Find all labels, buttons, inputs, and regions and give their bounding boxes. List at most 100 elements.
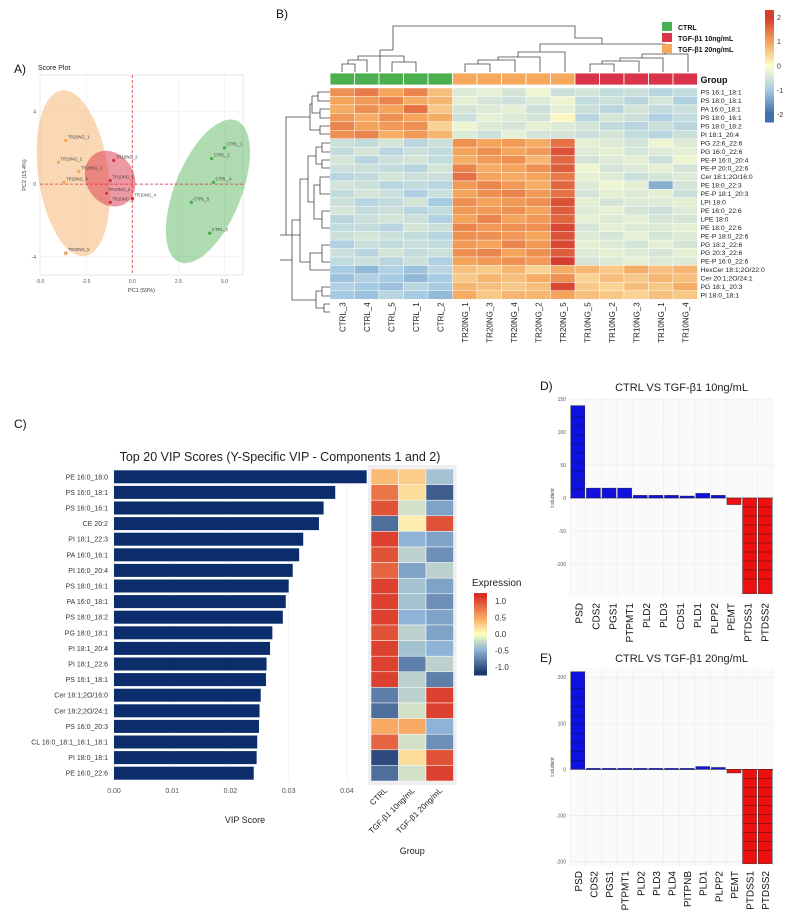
heatmap-cell (427, 265, 453, 275)
heatmap-cell (599, 197, 625, 207)
heatmap-cell (648, 189, 674, 199)
heatmap-cell (378, 222, 404, 232)
heatmap-cell (501, 206, 527, 215)
heatmap-cell (501, 146, 527, 156)
heatmap-colorbar-segment (765, 94, 774, 97)
vip-heat-cell (398, 593, 427, 610)
score-plot-point (222, 145, 227, 150)
vip-heat-cell (398, 609, 427, 626)
heatmap-colorbar-segment (765, 76, 774, 79)
heatmap-column-label: CTRL_3 (338, 302, 347, 332)
score-plot-xtick: 0.0 (129, 279, 136, 285)
vip-heat-colorbar-segment (474, 640, 487, 643)
vip-heat-cell (398, 531, 427, 548)
heatmap-cell (550, 282, 576, 292)
heatmap-row-dendrogram (315, 290, 324, 309)
heatmap-cell (403, 96, 429, 106)
heatmap-column-dendrogram (641, 53, 689, 72)
heatmap-cell (648, 197, 674, 207)
tstat-category-label: PLD3 (652, 871, 663, 896)
vip-heat-cell (398, 718, 427, 735)
heatmap-cell (403, 290, 429, 300)
heatmap-cell (452, 265, 478, 275)
vip-bar (114, 641, 271, 655)
panel-b-letter: B) (276, 7, 288, 21)
vip-xtick: 0.01 (165, 788, 179, 795)
score-plot-xtick: -5.0 (36, 279, 45, 285)
heatmap-cell (501, 239, 527, 249)
heatmap-cell (525, 113, 551, 122)
tstat-category-label: PLPP2 (710, 603, 721, 635)
heatmap-legend-swatch (662, 44, 672, 53)
tstat-bar (570, 405, 586, 499)
heatmap-cell (672, 96, 698, 106)
vip-xtick: 0.00 (107, 788, 121, 795)
heatmap-colorbar-segment (765, 44, 774, 47)
heatmap-cell (476, 290, 502, 300)
heatmap-cell (329, 248, 355, 258)
heatmap-column-dendrogram (477, 59, 516, 72)
heatmap-column-dendrogram (517, 51, 566, 72)
heatmap-cell (427, 290, 453, 300)
heatmap-cell (599, 113, 625, 122)
heatmap-cell (672, 239, 698, 249)
tstat-category-label: PLD1 (699, 871, 710, 896)
heatmap-row-dendrogram (321, 142, 330, 153)
heatmap-column-label: TR20NG_3 (485, 302, 494, 343)
heatmap-cell (354, 248, 380, 258)
vip-category-label: PI 18:1_22:6 (68, 662, 108, 669)
vip-heat-legend-title: Expression (472, 578, 521, 589)
panel-c-letter: C) (14, 417, 27, 431)
vip-heat-colorbar-segment (474, 609, 487, 612)
vip-heat-cell (370, 593, 399, 610)
heatmap-cell (452, 248, 478, 258)
vip-heat-colorbar-segment (474, 619, 487, 623)
score-plot-area (39, 74, 244, 276)
heatmap-cell (574, 113, 600, 122)
panel-a-letter: A) (14, 62, 26, 76)
heatmap-cell (403, 172, 429, 182)
heatmap-cell (354, 239, 380, 249)
heatmap-cell (672, 172, 698, 182)
heatmap-cell (452, 189, 478, 199)
vip-bar (114, 470, 367, 484)
heatmap-column-label: CTRL_2 (436, 302, 445, 332)
heatmap-cell (648, 121, 674, 131)
heatmap-cell (599, 155, 625, 165)
heatmap-cell (550, 222, 576, 232)
heatmap-cell (599, 248, 625, 258)
vip-heat-cell (398, 733, 427, 751)
score-plot-point (189, 200, 194, 205)
heatmap-column-dendrogram (619, 57, 664, 72)
heatmap-column-label: TR20NG_5 (559, 302, 568, 343)
heatmap-cell (599, 130, 625, 139)
heatmap-cell (329, 189, 355, 199)
heatmap-cell (452, 256, 478, 266)
heatmap-colorbar-segment (765, 12, 774, 15)
tstat-bar (679, 495, 695, 499)
heatmap-colorbar-segment (765, 78, 774, 81)
tstat-bar (757, 497, 773, 594)
heatmap-cell (403, 113, 429, 122)
heatmap-cell (476, 206, 502, 215)
heatmap-cell (452, 146, 478, 156)
heatmap-cell (329, 256, 355, 266)
heatmap-row-label: PS 18:0_18:1 (701, 98, 742, 105)
heatmap-column-dendrogram (357, 55, 405, 62)
heatmap-colorbar-segment (765, 22, 774, 25)
heatmap-column-label: TR10NG_1 (657, 302, 666, 343)
heatmap-colorbar-segment (765, 92, 774, 95)
heatmap-cell (427, 273, 453, 283)
heatmap-cell (623, 180, 649, 190)
vip-category-label: PG 18:0_18:1 (65, 630, 108, 637)
heatmap-cell (623, 248, 649, 258)
vip-heat-cell (370, 515, 399, 532)
score-plot-xtick: -2.5 (82, 279, 91, 285)
heatmap-cell (550, 214, 576, 224)
heatmap-cell (378, 155, 404, 165)
heatmap-row-dendrogram (309, 252, 330, 271)
tstat-category-label: PLD3 (659, 603, 670, 628)
heatmap-cell (672, 189, 698, 199)
heatmap-cell (672, 231, 698, 241)
vip-heat-colorbar-segment (474, 668, 487, 672)
